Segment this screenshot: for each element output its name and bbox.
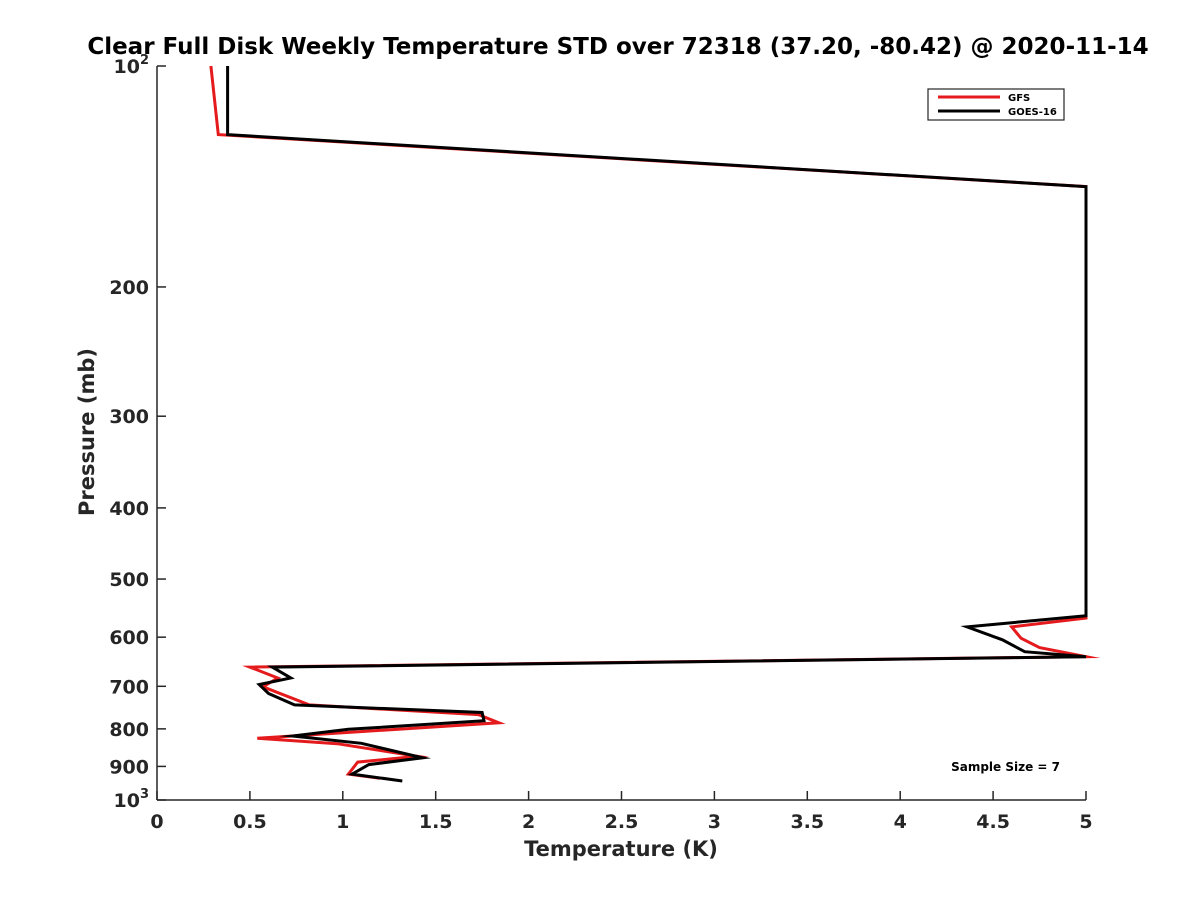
series-line-goes-16 [226, 66, 1088, 783]
x-tick-label: 0.5 [233, 811, 267, 833]
y-tick-label: 200 [109, 277, 149, 299]
legend: GFS GOES-16 [927, 88, 1065, 121]
x-axis-title: Temperature (K) [524, 837, 718, 861]
x-tick-label: 2.5 [605, 811, 639, 833]
y-tick-label: 300 [109, 406, 149, 428]
legend-label: GFS [1008, 93, 1030, 104]
legend-box [927, 88, 1065, 121]
x-tick-label: 2 [522, 811, 535, 833]
chart-title: Clear Full Disk Weekly Temperature STD o… [87, 34, 1148, 60]
x-tick-label: 5 [1079, 811, 1092, 833]
legend-label: GOES-16 [1008, 107, 1057, 118]
y-tick-label: 500 [109, 569, 149, 591]
y-tick-label: 102 [114, 53, 150, 78]
y-axis-title: Pressure (mb) [75, 348, 99, 516]
series-line-gfs [209, 65, 1101, 780]
y-tick-label: 800 [109, 719, 149, 741]
x-tick-label: 3 [708, 811, 721, 833]
y-tick-label: 700 [109, 676, 149, 698]
y-tick-label: 600 [109, 627, 149, 649]
x-tick-label: 3.5 [790, 811, 824, 833]
y-tick-label: 103 [114, 787, 150, 812]
x-tick-label: 4 [894, 811, 907, 833]
x-tick-label: 1 [336, 811, 349, 833]
axes-group: 0 0.5 1 1.5 2 2.5 3 3.5 4 4.5 5 102 200 300 400 500 600 7… [109, 53, 1092, 833]
y-tick-label: 900 [109, 756, 149, 778]
x-tick-label: 1.5 [419, 811, 453, 833]
y-tick-label: 400 [109, 498, 149, 520]
x-tick-label: 4.5 [976, 811, 1010, 833]
series-layer [209, 65, 1101, 783]
sample-size-note: Sample Size = 7 [951, 760, 1060, 774]
x-tick-label: 0 [150, 811, 163, 833]
